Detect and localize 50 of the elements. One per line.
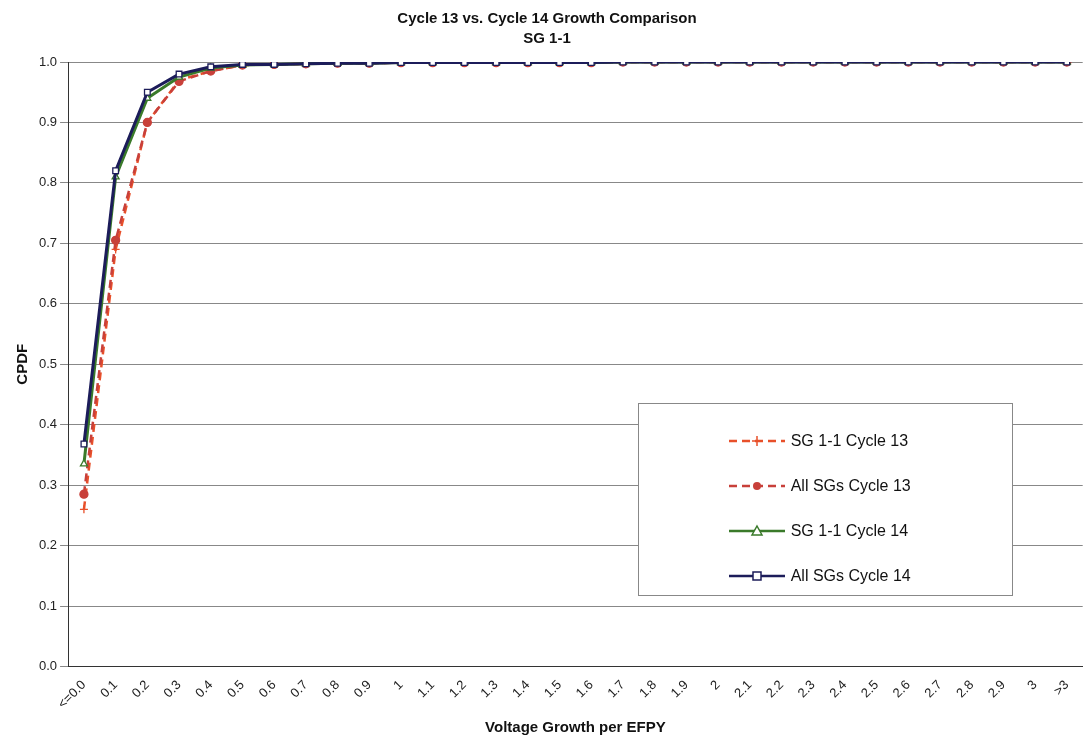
x-tick-label: 1.9 bbox=[667, 677, 692, 701]
x-tick-label: 2.7 bbox=[921, 677, 945, 701]
x-tick-label: 0.2 bbox=[128, 677, 152, 701]
legend-label: SG 1-1 Cycle 14 bbox=[790, 521, 909, 540]
y-tick-label: 0.2 bbox=[38, 537, 58, 553]
x-tick-label: 0.7 bbox=[287, 677, 311, 701]
x-tick-label: 3 bbox=[1024, 677, 1040, 693]
y-tick-label: 0.3 bbox=[38, 476, 58, 492]
legend-label: SG 1-1 Cycle 13 bbox=[790, 431, 909, 450]
chart-title: Cycle 13 vs. Cycle 14 Growth Comparison bbox=[397, 9, 697, 27]
legend-label: All SGs Cycle 13 bbox=[790, 476, 911, 495]
y-tick-label: 0.5 bbox=[38, 355, 58, 371]
x-tick-label: 1.8 bbox=[635, 677, 660, 701]
y-tick-label: 0.7 bbox=[38, 234, 58, 250]
y-axis-title: CPDF bbox=[13, 343, 31, 385]
x-tick-label: 0.3 bbox=[160, 677, 184, 701]
x-tick-label: 1.3 bbox=[477, 677, 501, 701]
x-tick-label: 1.1 bbox=[413, 677, 438, 701]
x-tick-label: 1.2 bbox=[445, 677, 470, 701]
x-tick-label: 2.3 bbox=[794, 677, 818, 701]
x-tick-label: 0.5 bbox=[223, 677, 248, 701]
x-tick-label: 2.5 bbox=[857, 677, 882, 701]
x-tick-label: 2.8 bbox=[952, 677, 977, 701]
x-tick-label: 0.4 bbox=[192, 677, 216, 701]
x-tick-label: 1 bbox=[389, 677, 406, 693]
x-axis-title: Voltage Growth per EFPY bbox=[485, 718, 666, 736]
y-tick-label: 0.4 bbox=[38, 416, 58, 432]
x-tick-label: 2.9 bbox=[984, 677, 1009, 701]
x-tick-label: 2 bbox=[707, 677, 723, 693]
x-tick-label: 0.1 bbox=[96, 677, 121, 701]
x-tick-label: 1.6 bbox=[572, 677, 596, 701]
x-tick-label: 1.4 bbox=[509, 677, 533, 701]
chart-subtitle: SG 1-1 bbox=[523, 29, 571, 47]
x-tick-label: 2.1 bbox=[731, 677, 755, 701]
y-tick-label: 1.0 bbox=[38, 53, 58, 69]
y-tick-label: 0.8 bbox=[38, 174, 58, 190]
x-tick-label: 2.6 bbox=[889, 677, 913, 701]
y-tick-label: 0.0 bbox=[38, 658, 58, 674]
x-tick-label: 2.2 bbox=[762, 677, 787, 701]
y-tick-label: 0.9 bbox=[38, 114, 58, 130]
x-tick-label: >3 bbox=[1050, 677, 1072, 699]
x-tick-label: 0.8 bbox=[318, 677, 343, 701]
x-tick-label: 1.7 bbox=[604, 677, 628, 701]
y-tick-label: 0.6 bbox=[38, 295, 58, 311]
y-tick-label: 0.1 bbox=[38, 597, 58, 613]
x-tick-label: 2.4 bbox=[826, 677, 850, 701]
legend-label: All SGs Cycle 14 bbox=[790, 566, 911, 585]
x-tick-label: 1.5 bbox=[540, 677, 565, 701]
x-tick-label: 0.9 bbox=[350, 677, 374, 701]
x-tick-label: 0.6 bbox=[255, 677, 279, 701]
